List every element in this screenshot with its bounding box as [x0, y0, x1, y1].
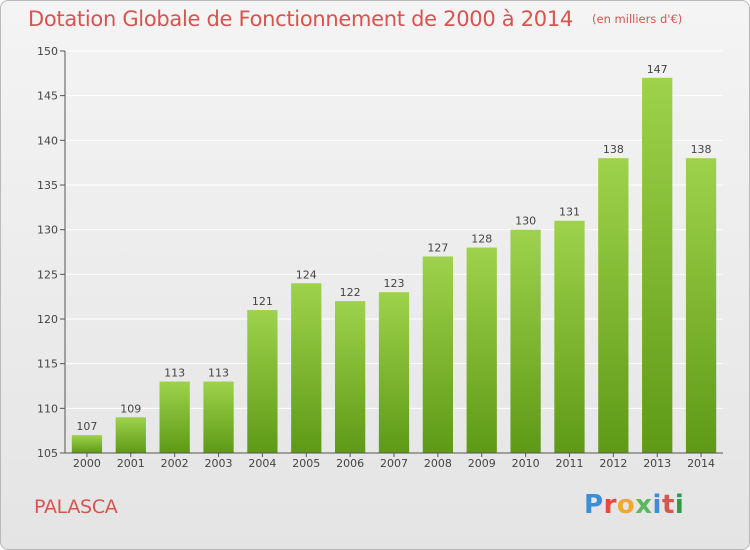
- y-tick-label: 145: [37, 90, 58, 103]
- y-tick-label: 140: [37, 134, 58, 147]
- y-tick-label: 130: [37, 224, 58, 237]
- x-tick-label: 2008: [424, 457, 452, 470]
- bar-value-label: 113: [208, 367, 229, 380]
- logo-letter: i: [674, 490, 685, 520]
- bar-2006: [334, 301, 366, 453]
- bar-value-label: 113: [164, 367, 185, 380]
- proxiti-logo: Proxiti: [584, 490, 684, 520]
- bar-value-label: 123: [384, 277, 405, 290]
- logo-letter: P: [584, 490, 604, 520]
- x-tick-label: 2010: [512, 457, 540, 470]
- bar-2004: [247, 310, 278, 453]
- bar-2005: [291, 283, 322, 453]
- x-tick-label: 2007: [380, 457, 408, 470]
- bar-value-label: 128: [471, 233, 492, 246]
- bar-value-label: 130: [515, 215, 536, 228]
- bars: [71, 77, 717, 454]
- chart-subtitle: (en milliers d'€): [592, 12, 683, 26]
- x-tick-label: 2011: [555, 457, 583, 470]
- logo-letter: t: [661, 490, 675, 520]
- x-tick-label: 2004: [248, 457, 276, 470]
- x-tick-label: 2002: [161, 457, 189, 470]
- bar-2013: [642, 77, 673, 454]
- axes: 105 110 115 120 125 130 135 140 145 150 2000 2001 20…: [37, 45, 723, 470]
- bar-value-label: 124: [296, 268, 317, 281]
- bar-2000: [71, 435, 103, 453]
- y-tick-label: 105: [37, 447, 58, 460]
- bar-value-label: 109: [120, 402, 141, 415]
- x-tick-label: 2003: [205, 457, 233, 470]
- bar-2011: [554, 220, 585, 453]
- bar-value-label: 127: [427, 241, 448, 254]
- bar-2012: [598, 158, 629, 453]
- bar-value-label: 131: [559, 206, 580, 219]
- commune-name: PALASCA: [34, 496, 118, 518]
- bar-value-label: 147: [647, 63, 668, 76]
- bar-2002: [159, 381, 190, 453]
- y-tick-label: 150: [37, 45, 58, 58]
- bar-2003: [203, 381, 234, 453]
- y-tick-label: 110: [37, 402, 58, 415]
- bar-2014: [685, 158, 717, 453]
- y-tick-label: 115: [37, 358, 58, 371]
- bar-2009: [466, 247, 497, 453]
- bar-2010: [510, 229, 541, 453]
- bar-value-label: 122: [340, 286, 361, 299]
- x-tick-label: 2014: [687, 457, 715, 470]
- bar-2007: [378, 292, 410, 453]
- x-tick-label: 2012: [599, 457, 627, 470]
- chart-title: Dotation Globale de Fonctionnement de 20…: [28, 7, 573, 31]
- bar-value-label: 138: [603, 143, 624, 156]
- x-tick-label: 2006: [336, 457, 364, 470]
- x-tick-label: 2005: [292, 457, 320, 470]
- logo-letter: x: [635, 490, 653, 520]
- bar-value-label: 121: [252, 295, 273, 308]
- bar-value-label: 138: [691, 143, 712, 156]
- x-tick-label: 2009: [468, 457, 496, 470]
- x-tick-label: 2000: [73, 457, 101, 470]
- y-tick-label: 135: [37, 179, 58, 192]
- logo-letter: r: [603, 490, 617, 520]
- x-tick-label: 2001: [117, 457, 145, 470]
- value-labels: 107 109 113 113 121 124 122 123 127 128 130 131 138 1…: [76, 63, 711, 433]
- y-tick-label: 120: [37, 313, 58, 326]
- bar-2008: [422, 256, 454, 453]
- bar-2001: [115, 417, 146, 453]
- y-tick-label: 125: [37, 268, 58, 281]
- title-row: Dotation Globale de Fonctionnement de 20…: [28, 7, 682, 31]
- logo-letter: o: [616, 490, 636, 520]
- x-tick-label: 2013: [643, 457, 671, 470]
- logo-letter: i: [652, 490, 662, 520]
- bar-value-label: 107: [76, 420, 97, 433]
